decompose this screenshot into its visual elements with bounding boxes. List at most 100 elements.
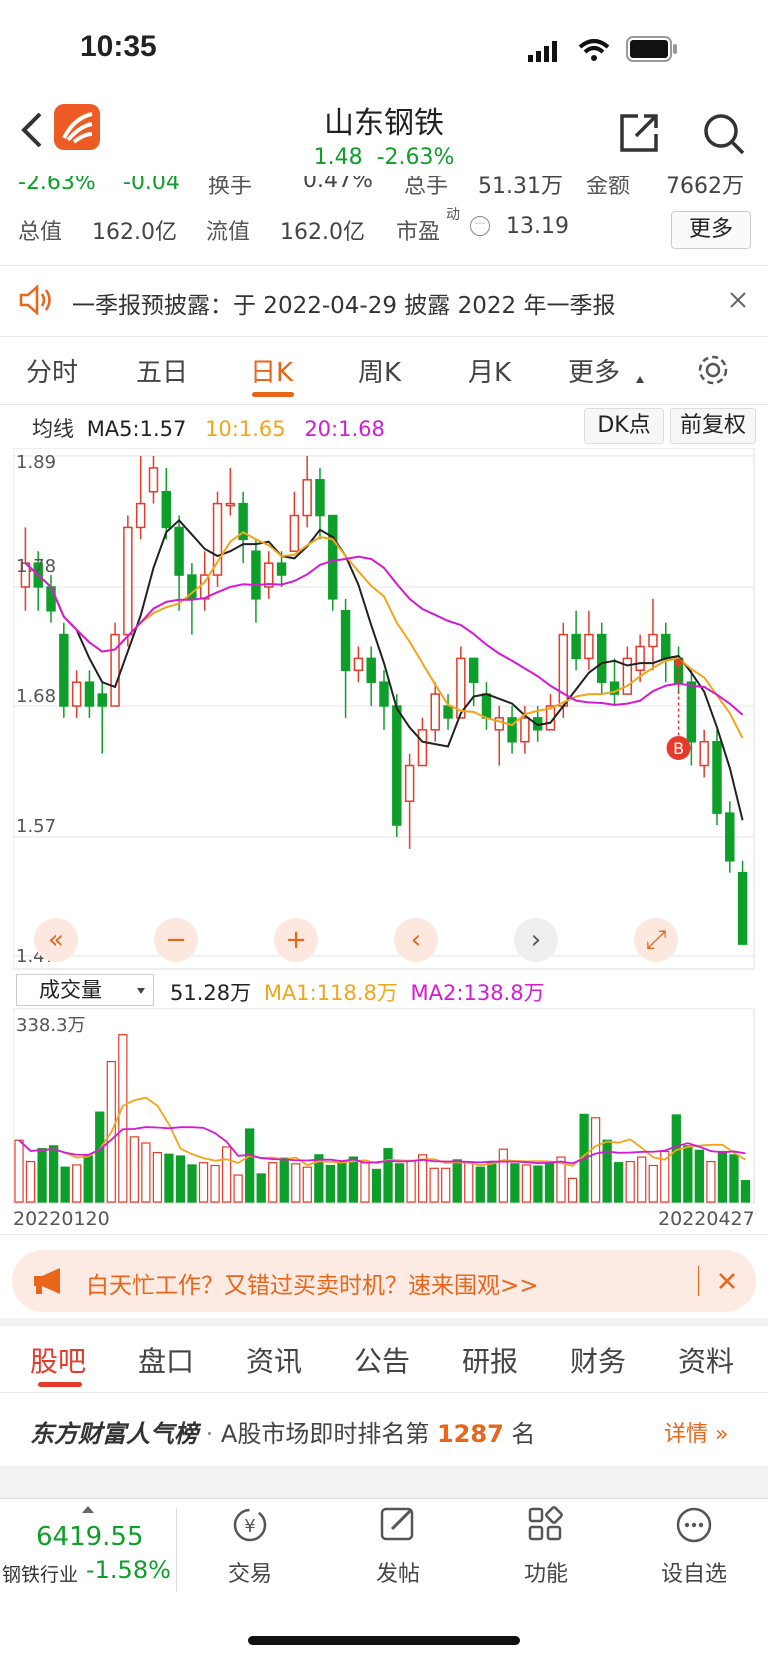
close-promo-icon[interactable]	[718, 1272, 736, 1294]
candle-body	[366, 657, 376, 683]
candle-body	[302, 479, 312, 517]
ma-legend: 均线 MA5:1.57 10:1.65 20:1.68	[32, 413, 385, 443]
candle-body	[97, 693, 107, 707]
float-mv-label: 流值	[206, 220, 251, 245]
tab-yuek[interactable]: 月K	[468, 358, 512, 388]
fullscreen-button[interactable]: ⤢	[634, 918, 678, 962]
tab-more[interactable]: 更多	[568, 358, 621, 388]
volume-selector[interactable]: 成交量	[16, 974, 154, 1006]
volume-bar	[187, 1164, 197, 1203]
volume-bar	[683, 1145, 693, 1203]
kline-chart[interactable]: B	[12, 447, 755, 970]
notice-bar[interactable]: 一季报预披露：于 2022-04-29 披露 2022 年一季报	[0, 270, 768, 332]
volume-svg	[12, 1007, 755, 1204]
scroll-left-button[interactable]: ‹	[394, 918, 438, 962]
tab-ziliao[interactable]: 资料	[678, 1345, 735, 1378]
zoom-out-button[interactable]: −	[154, 918, 198, 962]
ranking-details-link[interactable]: 详情 »	[664, 1416, 728, 1448]
vol-max-label: 338.3万	[16, 1015, 86, 1036]
tab-fenshi[interactable]: 分时	[26, 358, 79, 388]
grid-icon	[496, 1505, 596, 1556]
volume-bar	[360, 1162, 370, 1203]
volume-bar	[394, 1163, 405, 1203]
tab-rik[interactable]: 日K	[250, 358, 294, 388]
volume-bar	[544, 1162, 555, 1203]
candle-body	[609, 681, 620, 695]
tab-zhouk[interactable]: 周K	[358, 358, 402, 388]
search-icon[interactable]	[702, 112, 746, 160]
volume-bar	[452, 1159, 462, 1203]
pe-value: 13.19	[506, 214, 569, 239]
volume-bar	[498, 1148, 508, 1203]
ranking-text: A股市场即时排名第	[220, 1420, 430, 1448]
turnover-value: 0.47%	[303, 176, 373, 193]
quote-row-1: -2.63% -0.04 换手 0.47% 总手 51.31万 金额 7662万	[18, 176, 758, 202]
volume-label: 总手	[404, 176, 449, 199]
volume-bar	[348, 1156, 359, 1203]
functions-button[interactable]: 功能	[496, 1505, 596, 1588]
zoom-in-button[interactable]: +	[274, 918, 318, 962]
volume-chart[interactable]	[12, 1007, 755, 1204]
tab-pankou[interactable]: 盘口	[138, 1345, 195, 1378]
volume-bar	[95, 1111, 105, 1203]
settings-gear-icon[interactable]	[695, 352, 731, 392]
candle-body	[84, 681, 95, 707]
vol-ma2-line	[18, 1126, 746, 1165]
speaker-icon	[18, 284, 54, 320]
volume-bar	[717, 1150, 728, 1203]
volume-bar	[464, 1162, 474, 1203]
candle-body	[238, 502, 248, 541]
candle-body	[123, 526, 133, 636]
volume-bar	[371, 1168, 382, 1203]
volume-value: 51.31万	[478, 176, 563, 199]
scroll-right-button[interactable]: ›	[514, 918, 558, 962]
more-quote-button[interactable]: 更多	[671, 211, 751, 249]
volume-bar	[417, 1154, 428, 1203]
svg-text:¥: ¥	[244, 1516, 255, 1537]
end-date: 20220427	[658, 1208, 755, 1230]
volume-bar	[567, 1177, 578, 1203]
volume-bar	[152, 1151, 163, 1203]
volume-bar	[83, 1155, 93, 1203]
volume-bar	[314, 1154, 324, 1203]
tab-yanbao[interactable]: 研报	[462, 1345, 519, 1378]
back-icon[interactable]	[18, 110, 44, 154]
tab-caiwu[interactable]: 财务	[570, 1345, 627, 1378]
turnover-label: 换手	[208, 176, 253, 199]
add-watchlist-button[interactable]: 设自选	[644, 1505, 744, 1588]
tab-gonggao[interactable]: 公告	[354, 1345, 411, 1378]
volume-bar	[325, 1164, 336, 1203]
candle-body	[110, 633, 120, 707]
content-tab-indicator	[38, 1382, 82, 1387]
index-change: -1.58%	[86, 1556, 171, 1584]
volume-legend: 51.28万 MA1:118.8万 MA2:138.8万	[170, 977, 545, 1007]
tab-guba[interactable]: 股吧	[30, 1345, 87, 1378]
amount-value: 7662万	[666, 176, 744, 199]
share-icon[interactable]	[618, 112, 660, 158]
promo-banner[interactable]: 白天忙工作？又错过买卖时机？速来围观>>	[12, 1250, 756, 1312]
volume-selector-label: 成交量	[39, 978, 102, 1002]
volume-value: 51.28万	[170, 981, 252, 1005]
tab-wuri[interactable]: 五日	[136, 358, 189, 388]
trade-button[interactable]: ¥ 交易	[200, 1505, 300, 1588]
candle-body	[148, 467, 159, 493]
adjust-button[interactable]: 前复权	[670, 408, 756, 444]
pe-info-icon[interactable]: ···	[470, 216, 490, 236]
dk-point-button[interactable]: DK点	[584, 408, 664, 444]
popularity-ranking[interactable]: 东方财富人气榜 · A股市场即时排名第 1287 名	[30, 1414, 750, 1454]
dropdown-caret-icon	[137, 988, 145, 994]
close-notice-icon[interactable]	[728, 290, 748, 314]
volume-bar	[406, 1159, 416, 1203]
pe-label: 市盈	[396, 220, 441, 245]
index-ticker[interactable]: 6419.55 钢铁行业 -1.58%	[0, 1500, 176, 1592]
scroll-left-fast-button[interactable]: «	[34, 918, 78, 962]
total-mv-label: 总值	[18, 220, 63, 245]
candle-body	[571, 633, 581, 660]
candle-body	[468, 657, 479, 683]
ranking-number: 1287	[436, 1420, 504, 1448]
volume-bar	[245, 1128, 255, 1203]
tab-zixun[interactable]: 资讯	[246, 1345, 303, 1378]
post-button[interactable]: 发帖	[348, 1505, 448, 1588]
candle-body	[315, 479, 325, 517]
kline-svg: B	[12, 447, 755, 970]
